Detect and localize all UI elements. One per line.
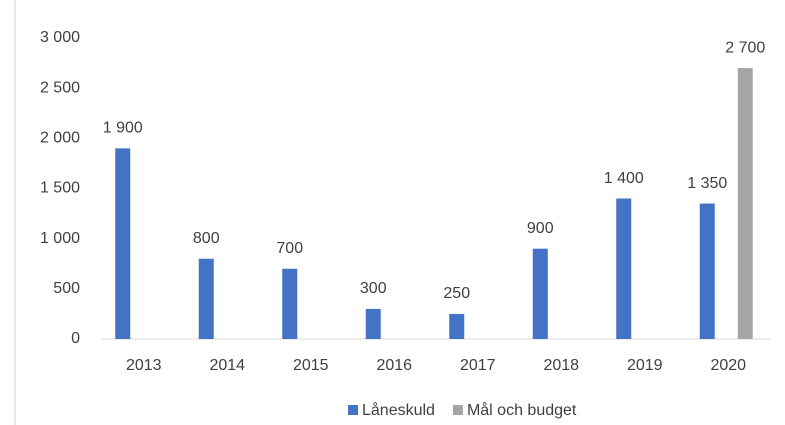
bar xyxy=(198,258,214,339)
data-label: 1 900 xyxy=(103,120,143,137)
data-label: 250 xyxy=(443,285,470,302)
legend-swatch xyxy=(452,405,463,415)
y-tick-label: 3 000 xyxy=(40,29,80,46)
bar xyxy=(365,308,381,339)
x-tick-label: 2014 xyxy=(209,357,245,374)
legend-label: Låneskuld xyxy=(362,401,435,419)
data-label: 800 xyxy=(193,230,220,247)
y-tick-label: 2 000 xyxy=(40,130,80,147)
bar xyxy=(616,198,632,339)
data-label: 1 400 xyxy=(604,170,644,187)
y-tick-label: 2 500 xyxy=(40,79,80,96)
data-label: 900 xyxy=(527,220,554,237)
legend-swatch xyxy=(348,405,358,415)
bar xyxy=(449,313,465,339)
data-label: 700 xyxy=(276,240,303,257)
bar xyxy=(115,148,131,339)
bar xyxy=(532,248,548,339)
data-label: 300 xyxy=(360,280,387,297)
legend-label: Mål och budget xyxy=(467,401,577,419)
x-tick-label: 2019 xyxy=(627,357,663,374)
x-tick-label: 2013 xyxy=(126,357,162,374)
data-label: 1 350 xyxy=(687,175,727,192)
y-tick-label: 500 xyxy=(53,280,80,297)
x-tick-label: 2016 xyxy=(376,357,412,374)
y-tick-label: 1 000 xyxy=(40,230,80,247)
x-tick-label: 2015 xyxy=(293,357,329,374)
x-tick-label: 2018 xyxy=(543,357,579,374)
y-tick-label: 0 xyxy=(71,330,80,347)
x-tick-label: 2020 xyxy=(710,357,746,374)
bar xyxy=(282,268,298,339)
y-tick-label: 1 500 xyxy=(40,180,80,197)
bar xyxy=(737,68,753,339)
data-label: 2 700 xyxy=(725,39,765,56)
x-tick-label: 2017 xyxy=(460,357,496,374)
bar xyxy=(699,203,715,339)
